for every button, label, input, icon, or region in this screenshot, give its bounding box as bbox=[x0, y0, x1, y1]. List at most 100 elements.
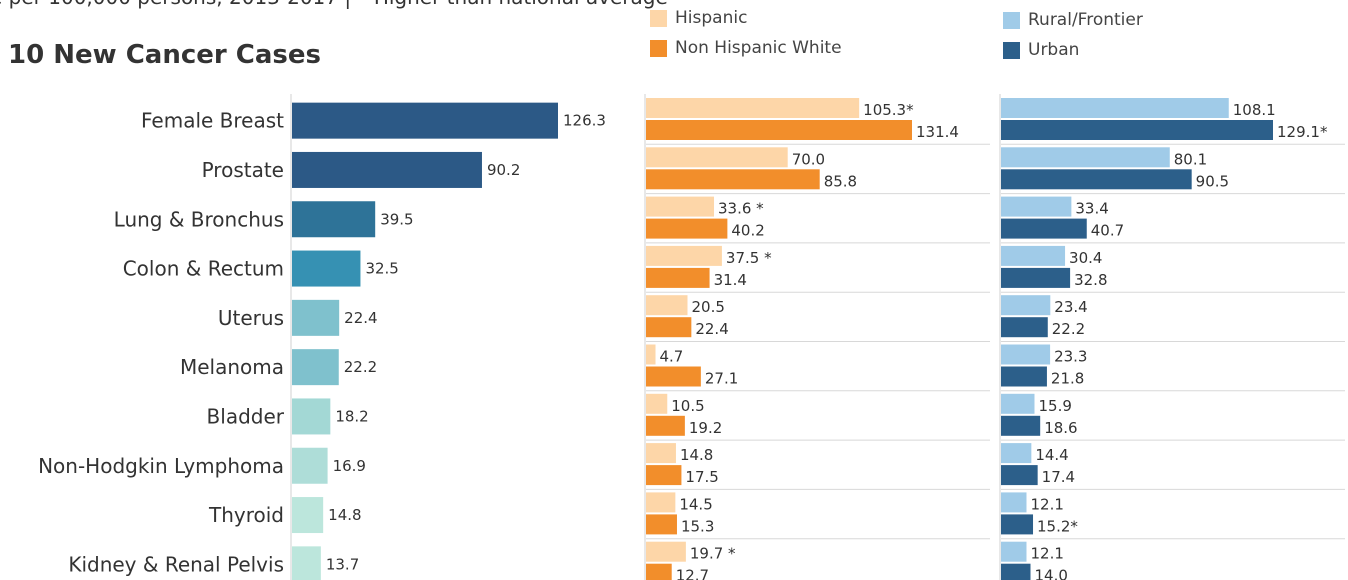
overall-value-label-lung-bronchus: 39.5 bbox=[380, 210, 413, 228]
chart-subtitle: e per 100,000 persons, 2013-2017 | * Hig… bbox=[0, 0, 668, 9]
geography-bar-rural-frontier-colon-rectum bbox=[1001, 245, 1066, 266]
geography-value-label-rural-frontier-female-breast: 108.1 bbox=[1233, 101, 1276, 119]
overall-value-label-uterus: 22.4 bbox=[344, 309, 377, 327]
ethnicity-bar-non-hispanic-white-uterus bbox=[646, 317, 692, 338]
geography-bar-urban-prostate bbox=[1001, 169, 1192, 190]
category-label-lung-bronchus: Lung & Bronchus bbox=[114, 207, 284, 231]
ethnicity-value-label-non-hispanic-white-non-hodgkin-lymphoma: 17.5 bbox=[685, 468, 718, 486]
geography-bar-rural-frontier-bladder bbox=[1001, 393, 1035, 414]
chart-title: 10 New Cancer Cases bbox=[8, 40, 321, 70]
overall-value-label-non-hodgkin-lymphoma: 16.9 bbox=[333, 457, 366, 475]
category-label-prostate: Prostate bbox=[202, 158, 284, 182]
overall-value-label-bladder: 18.2 bbox=[335, 407, 368, 425]
legend-item-urban[interactable]: Urban bbox=[1003, 40, 1079, 60]
geography-value-label-urban-thyroid: 15.2* bbox=[1037, 517, 1078, 535]
category-label-female-breast: Female Breast bbox=[141, 109, 284, 133]
overall-value-label-colon-rectum: 32.5 bbox=[365, 260, 398, 278]
ethnicity-bar-non-hispanic-white-female-breast bbox=[646, 120, 912, 140]
ethnicity-bar-hispanic-kidney-renal-pelvis bbox=[646, 541, 686, 562]
overall-bar-uterus bbox=[292, 299, 340, 336]
legend-label-hispanic: Hispanic bbox=[675, 8, 748, 28]
overall-bar-kidney-renal-pelvis bbox=[292, 546, 321, 580]
geography-value-label-urban-uterus: 22.2 bbox=[1052, 320, 1085, 338]
ethnicity-bar-non-hispanic-white-non-hodgkin-lymphoma bbox=[646, 465, 682, 486]
geography-bar-urban-uterus bbox=[1001, 317, 1048, 338]
overall-bar-prostate bbox=[292, 151, 482, 188]
geography-bar-rural-frontier-non-hodgkin-lymphoma bbox=[1001, 443, 1032, 464]
geography-bar-rural-frontier-melanoma bbox=[1001, 344, 1051, 365]
ethnicity-bar-hispanic-prostate bbox=[646, 147, 788, 168]
geography-bar-rural-frontier-prostate bbox=[1001, 147, 1170, 168]
geography-bar-urban-colon-rectum bbox=[1001, 267, 1071, 288]
ethnicity-value-label-hispanic-female-breast: 105.3* bbox=[863, 101, 914, 119]
legend-label-rural-frontier: Rural/Frontier bbox=[1028, 10, 1143, 30]
geography-value-label-urban-bladder: 18.6 bbox=[1044, 419, 1077, 437]
ethnicity-bar-hispanic-bladder bbox=[646, 393, 668, 414]
overall-value-label-female-breast: 126.3 bbox=[563, 112, 606, 130]
ethnicity-value-label-hispanic-lung-bronchus: 33.6 * bbox=[718, 200, 764, 218]
overall-bar-female-breast bbox=[292, 102, 558, 139]
ethnicity-value-label-non-hispanic-white-lung-bronchus: 40.2 bbox=[731, 222, 764, 240]
ethnicity-bar-hispanic-female-breast bbox=[646, 98, 860, 118]
overall-value-label-melanoma: 22.2 bbox=[344, 358, 377, 376]
geography-value-label-rural-frontier-colon-rectum: 30.4 bbox=[1069, 249, 1102, 267]
ethnicity-bar-non-hispanic-white-bladder bbox=[646, 415, 685, 436]
geography-value-label-urban-melanoma: 21.8 bbox=[1051, 370, 1084, 388]
ethnicity-bar-non-hispanic-white-thyroid bbox=[646, 514, 677, 535]
overall-bar-melanoma bbox=[292, 349, 339, 386]
legend-swatch-urban bbox=[1003, 41, 1020, 59]
geography-bar-urban-bladder bbox=[1001, 415, 1041, 436]
geography-bar-urban-non-hodgkin-lymphoma bbox=[1001, 465, 1038, 486]
geography-value-label-urban-colon-rectum: 32.8 bbox=[1074, 271, 1107, 289]
overall-bar-bladder bbox=[292, 398, 331, 435]
ethnicity-bar-non-hispanic-white-lung-bronchus bbox=[646, 218, 728, 239]
ethnicity-bar-hispanic-non-hodgkin-lymphoma bbox=[646, 443, 676, 464]
geography-value-label-urban-kidney-renal-pelvis: 14.0 bbox=[1034, 567, 1067, 580]
ethnicity-bar-non-hispanic-white-kidney-renal-pelvis bbox=[646, 563, 672, 580]
ethnicity-bar-hispanic-lung-bronchus bbox=[646, 196, 715, 217]
ethnicity-value-label-hispanic-uterus: 20.5 bbox=[691, 298, 724, 316]
overall-bar-thyroid bbox=[292, 497, 324, 534]
ethnicity-value-label-non-hispanic-white-bladder: 19.2 bbox=[689, 419, 722, 437]
geography-value-label-urban-lung-bronchus: 40.7 bbox=[1091, 222, 1124, 240]
ethnicity-value-label-non-hispanic-white-kidney-renal-pelvis: 12.7 bbox=[676, 567, 709, 580]
geography-value-label-rural-frontier-lung-bronchus: 33.4 bbox=[1075, 200, 1108, 218]
ethnicity-value-label-hispanic-thyroid: 14.5 bbox=[679, 495, 712, 513]
legend-item-non-hispanic-white[interactable]: Non Hispanic White bbox=[650, 38, 842, 58]
geography-bar-rural-frontier-female-breast bbox=[1001, 98, 1229, 118]
ethnicity-bar-hispanic-uterus bbox=[646, 295, 688, 316]
legend-swatch-non-hispanic-white bbox=[650, 39, 667, 57]
ethnicity-value-label-hispanic-bladder: 10.5 bbox=[671, 397, 704, 415]
geography-value-label-rural-frontier-melanoma: 23.3 bbox=[1054, 348, 1087, 366]
category-label-colon-rectum: Colon & Rectum bbox=[123, 257, 284, 281]
legend-label-urban: Urban bbox=[1028, 40, 1080, 60]
ethnicity-value-label-non-hispanic-white-thyroid: 15.3 bbox=[681, 517, 714, 535]
geography-value-label-rural-frontier-uterus: 23.4 bbox=[1054, 298, 1087, 316]
overall-bar-lung-bronchus bbox=[292, 201, 376, 238]
ethnicity-value-label-hispanic-colon-rectum: 37.5 * bbox=[726, 249, 772, 267]
category-label-non-hodgkin-lymphoma: Non-Hodgkin Lymphoma bbox=[38, 454, 284, 478]
geography-bar-rural-frontier-lung-bronchus bbox=[1001, 196, 1072, 217]
legend-item-hispanic[interactable]: Hispanic bbox=[650, 8, 747, 28]
legend-label-non-hispanic-white: Non Hispanic White bbox=[675, 38, 842, 58]
category-label-melanoma: Melanoma bbox=[180, 355, 284, 379]
category-label-bladder: Bladder bbox=[207, 404, 285, 428]
geography-value-label-urban-prostate: 90.5 bbox=[1196, 172, 1229, 190]
category-label-kidney-renal-pelvis: Kidney & Renal Pelvis bbox=[68, 552, 284, 576]
geography-bar-rural-frontier-kidney-renal-pelvis bbox=[1001, 541, 1027, 562]
geography-bar-urban-thyroid bbox=[1001, 514, 1034, 535]
ethnicity-value-label-non-hispanic-white-colon-rectum: 31.4 bbox=[714, 271, 747, 289]
geography-value-label-urban-female-breast: 129.1* bbox=[1277, 123, 1328, 141]
category-label-uterus: Uterus bbox=[218, 306, 284, 330]
ethnicity-value-label-non-hispanic-white-uterus: 22.4 bbox=[695, 320, 728, 338]
ethnicity-bar-non-hispanic-white-prostate bbox=[646, 169, 820, 190]
overall-value-label-prostate: 90.2 bbox=[487, 161, 520, 179]
overall-bar-colon-rectum bbox=[292, 250, 361, 287]
legend-item-rural-frontier[interactable]: Rural/Frontier bbox=[1003, 10, 1143, 30]
geography-bar-urban-kidney-renal-pelvis bbox=[1001, 563, 1031, 580]
geography-bar-rural-frontier-uterus bbox=[1001, 295, 1051, 316]
ethnicity-bar-non-hispanic-white-colon-rectum bbox=[646, 267, 710, 288]
ethnicity-value-label-hispanic-prostate: 70.0 bbox=[792, 150, 825, 168]
geography-bar-urban-melanoma bbox=[1001, 366, 1047, 387]
overall-bar-non-hodgkin-lymphoma bbox=[292, 447, 328, 484]
